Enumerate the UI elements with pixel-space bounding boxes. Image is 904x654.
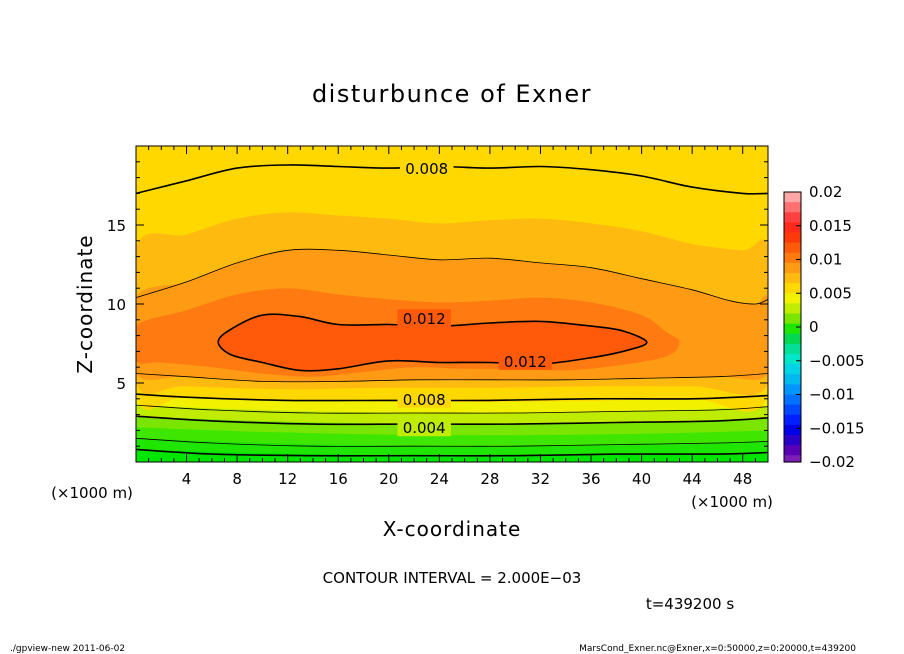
colorbar-swatch-4 bbox=[784, 232, 801, 244]
contour-label-1: 0.012 bbox=[403, 310, 446, 328]
colorbar-tick-label-6: −0.01 bbox=[809, 386, 855, 404]
contour-line-6 bbox=[136, 415, 768, 426]
contour-line-0 bbox=[136, 164, 768, 195]
colorbar-swatch-23 bbox=[784, 424, 801, 436]
x-tick-label-48: 48 bbox=[733, 470, 752, 488]
contour-line-7 bbox=[136, 437, 768, 447]
colorbar-swatch-16 bbox=[784, 354, 801, 365]
colorbar-swatch-22 bbox=[784, 414, 801, 426]
y-axis-label: Z-coordinate bbox=[73, 234, 97, 373]
colorbar-swatch-11 bbox=[784, 303, 801, 315]
colorbar-swatch-14 bbox=[784, 333, 801, 345]
colorbar-swatch-9 bbox=[784, 283, 801, 294]
colorbar-swatch-5 bbox=[784, 242, 801, 254]
contour-label-bg-4 bbox=[397, 418, 451, 437]
x-tick-label-32: 32 bbox=[531, 470, 550, 488]
x-tick-label-20: 20 bbox=[379, 470, 398, 488]
colorbar-tick-label-0: 0.02 bbox=[809, 183, 842, 201]
footer-left: ./gpview-new 2011-06-02 bbox=[10, 644, 125, 654]
chart-title: disturbunce of Exner bbox=[312, 80, 592, 108]
contour-label-bg-0 bbox=[399, 159, 454, 178]
colorbar: 0.02 0.015 0.01 0.005 0 −0.005 −0.01 −0.015 −0.0… bbox=[783, 183, 865, 471]
colorbar-swatch-19 bbox=[784, 384, 801, 396]
bottom-bands bbox=[136, 394, 768, 462]
colorbar-swatch-7 bbox=[784, 262, 801, 274]
colorbar-swatch-20 bbox=[784, 394, 801, 406]
footer-right: MarsCond_Exner.nc@Exner,x=0:50000,z=0:20… bbox=[579, 644, 856, 654]
colorbar-swatch-10 bbox=[784, 293, 801, 304]
contour-label-4: 0.004 bbox=[403, 419, 446, 437]
x-tick-label-12: 12 bbox=[278, 470, 297, 488]
colorbar-swatch-3 bbox=[784, 222, 801, 234]
contour-label-bg-3 bbox=[397, 389, 451, 408]
x-axis-label: X-coordinate bbox=[383, 517, 522, 541]
x-tick-label-40: 40 bbox=[632, 470, 651, 488]
x-tick-label-16: 16 bbox=[329, 470, 348, 488]
colorbar-tick-label-7: −0.015 bbox=[809, 419, 865, 437]
colorbar-swatch-6 bbox=[784, 252, 801, 264]
plot-area bbox=[136, 146, 768, 462]
y-axis: 5 10 15 bbox=[107, 161, 768, 447]
colorbar-swatch-0 bbox=[784, 192, 801, 203]
colorbar-swatch-2 bbox=[784, 212, 801, 223]
x-tick-label-36: 36 bbox=[581, 470, 600, 488]
contour-label-bg-2 bbox=[498, 351, 553, 370]
contour-line-3 bbox=[136, 373, 768, 383]
colorbar-tick-label-5: −0.005 bbox=[809, 352, 865, 370]
contour-labels: 0.008 0.012 0.012 0.008 0.004 bbox=[397, 159, 553, 437]
colorbar-swatch-24 bbox=[784, 435, 801, 446]
contour-label-2: 0.012 bbox=[504, 353, 547, 371]
colorbar-tick-label-4: 0 bbox=[809, 318, 819, 336]
colorbar-tick-label-1: 0.015 bbox=[809, 217, 852, 235]
x-tick-label-44: 44 bbox=[683, 470, 702, 488]
colorbar-swatch-18 bbox=[784, 374, 801, 385]
colorbar-tick-label-2: 0.01 bbox=[809, 251, 842, 269]
contour-line-8 bbox=[136, 448, 768, 457]
x-tick-label-24: 24 bbox=[430, 470, 449, 488]
colorbar-swatch-21 bbox=[784, 404, 801, 416]
contour-label-bg-1 bbox=[397, 309, 451, 328]
colorbar-swatch-17 bbox=[784, 364, 801, 375]
colorbar-swatch-8 bbox=[784, 273, 801, 284]
y-tick-label-10: 10 bbox=[107, 296, 126, 314]
x-unit-label: (×1000 m) bbox=[691, 493, 773, 511]
contour-line-1 bbox=[136, 248, 768, 305]
x-tick-label-4: 4 bbox=[182, 470, 192, 488]
contour-label-0: 0.008 bbox=[405, 160, 448, 178]
contour-label-3: 0.008 bbox=[403, 391, 446, 409]
contour-interval-text: CONTOUR INTERVAL = 2.000E−03 bbox=[323, 569, 582, 587]
colorbar-swatch-15 bbox=[784, 343, 801, 355]
bottom-band-5 bbox=[136, 449, 768, 462]
colorbar-swatch-1 bbox=[784, 202, 801, 213]
time-text: t=439200 s bbox=[646, 595, 734, 613]
x-axis: 4 8 12 16 20 24 28 32 36 40 44 48 bbox=[148, 146, 756, 488]
colorbar-tick-label-8: −0.02 bbox=[809, 453, 855, 471]
colorbar-tick-label-3: 0.005 bbox=[809, 284, 852, 302]
colorbar-swatch-12 bbox=[784, 313, 801, 325]
x-tick-label-28: 28 bbox=[480, 470, 499, 488]
colorbar-swatch-25 bbox=[784, 445, 801, 456]
colorbar-swatch-26 bbox=[784, 455, 801, 463]
y-tick-label-15: 15 bbox=[107, 217, 126, 235]
contour-bands bbox=[136, 164, 768, 412]
contour-line-5 bbox=[136, 404, 768, 414]
colorbar-swatch-13 bbox=[784, 323, 801, 335]
y-unit-label: (×1000 m) bbox=[51, 484, 133, 502]
x-tick-label-8: 8 bbox=[232, 470, 242, 488]
y-tick-label-5: 5 bbox=[116, 375, 126, 393]
contour-line-2 bbox=[217, 313, 648, 372]
